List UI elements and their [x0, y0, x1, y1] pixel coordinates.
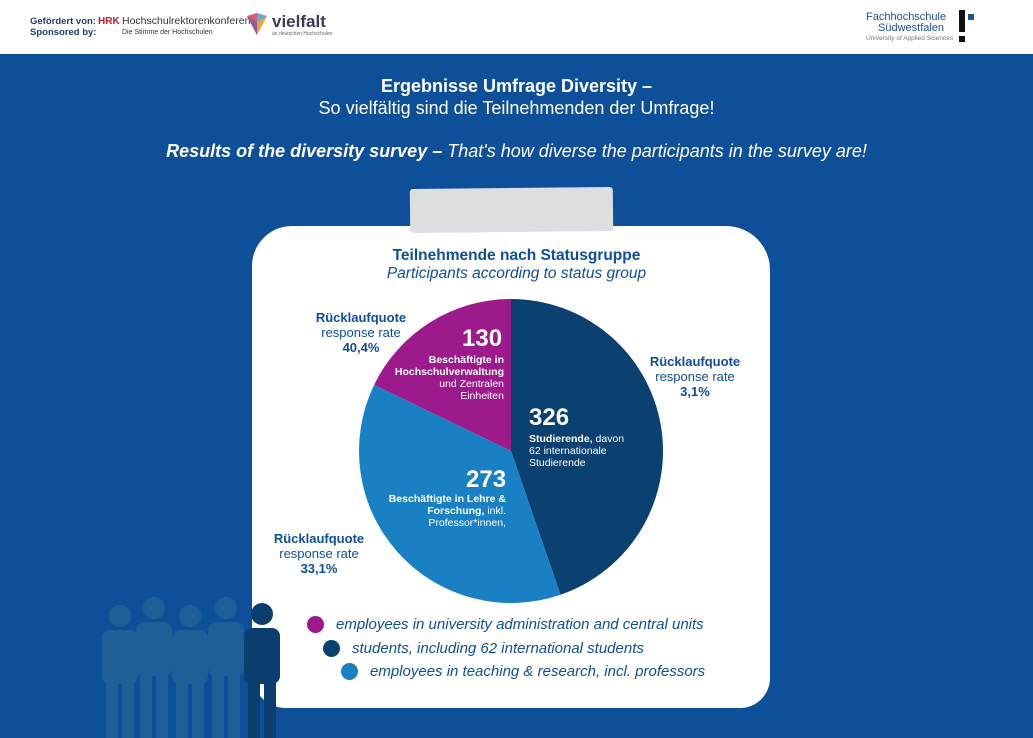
- slice-label-students-rest: davon: [595, 433, 625, 445]
- legend-item-admin: employees in university administration a…: [307, 616, 704, 633]
- fh-exclamation-icon: [959, 10, 974, 42]
- chart-title: Teilnehmende nach Statusgruppe: [392, 247, 641, 264]
- campus-line2: Dialoge: [959, 710, 1000, 722]
- slice-value-students: 326: [529, 404, 570, 431]
- legend-text-teaching: employees in teaching & research, incl. …: [370, 663, 706, 680]
- title-de-regular: So vielfältig sind die Teilnehmenden der…: [318, 98, 715, 118]
- vielfalt-logo-icon: [247, 13, 267, 35]
- slice-label-students-2: 62 internationale: [529, 445, 607, 457]
- slice-label-admin-3: und Zentralen: [439, 378, 504, 390]
- sponsor-label-en: Sponsored by:: [30, 27, 97, 38]
- legend-item-teaching: employees in teaching & research, incl. …: [341, 663, 705, 680]
- fh-line1: Fachhochschule: [866, 11, 947, 23]
- rate-students-de: Rücklaufquote: [649, 354, 741, 369]
- legend-dot-admin: [307, 616, 324, 633]
- slice-label-students-bold: Studierende,: [529, 433, 593, 445]
- rate-students-en: response rate: [655, 369, 735, 384]
- slice-label-admin-1: Beschäftigte in: [428, 354, 504, 366]
- vielfalt-name: vielfalt: [272, 12, 326, 31]
- slice-label-teaching-rest: inkl.: [487, 505, 506, 517]
- sponsor-label-de: Gefördert von:: [30, 16, 96, 27]
- sponsor-label: Gefördert von: Sponsored by:: [30, 16, 97, 38]
- title-en-italic: That's how diverse the participants in t…: [447, 141, 867, 161]
- pie-chart: [358, 299, 663, 603]
- slice-label-teaching-2: Forschung,: [427, 505, 485, 517]
- slice-label-admin-2: Hochschulverwaltung: [394, 366, 504, 378]
- title-de-bold: Ergebnisse Umfrage Diversity –: [380, 76, 653, 96]
- rate-admin-en: response rate: [321, 325, 401, 340]
- sponsor-header: Gefördert von: Sponsored by: HRK Hochsch…: [0, 0, 1033, 54]
- hrk-tagline: Die Stimme der Hochschulen: [122, 29, 213, 36]
- title-en: Results of the diversity survey – That's…: [0, 141, 1033, 162]
- rate-admin-value: 40,4%: [342, 340, 380, 355]
- legend-text-admin: employees in university administration a…: [336, 616, 704, 633]
- campus-dialoge-logo: Campus Dialoge: [956, 697, 999, 723]
- slice-label-students-3: Studierende: [529, 457, 586, 469]
- slice-label-teaching-1: Beschäftigte in Lehre &: [388, 493, 506, 505]
- rate-teaching-de: Rücklaufquote: [273, 531, 365, 546]
- fh-line2: Südwestfalen: [878, 22, 945, 34]
- rate-teaching-value: 33,1%: [300, 561, 338, 576]
- slice-label-teaching-3: Professor*innen,: [428, 517, 506, 529]
- slice-value-admin: 130: [462, 325, 503, 352]
- title-en-bold: Results of the diversity survey –: [166, 141, 443, 161]
- rate-teaching-en: response rate: [279, 546, 359, 561]
- rate-students-value: 3,1%: [680, 384, 710, 399]
- legend-dot-teaching: [341, 663, 358, 680]
- rate-admin-de: Rücklaufquote: [315, 310, 407, 325]
- vielfalt-tagline: an deutschen Hochschulen: [272, 31, 333, 37]
- rate-teaching: Rücklaufquote response rate 33,1%: [254, 531, 384, 576]
- legend-text-students: students, including 62 international stu…: [352, 640, 644, 657]
- tape-decoration: [409, 186, 614, 234]
- pie-slice-admin: [374, 299, 511, 451]
- slice-label-admin-4: Einheiten: [460, 390, 504, 402]
- rate-admin: Rücklaufquote response rate 40,4%: [296, 310, 426, 355]
- pie-slice-teaching: [358, 384, 561, 603]
- hrk-logo: HRK: [98, 16, 120, 27]
- people-group-icon: [102, 597, 280, 738]
- fh-line3: University of Applied Sciences: [866, 35, 954, 42]
- slice-value-teaching: 273: [466, 466, 507, 493]
- pie-slice-students: [511, 299, 663, 595]
- legend-dot-students: [323, 640, 340, 657]
- hrk-name: Hochschulrektorenkonferenz: [122, 15, 256, 27]
- slice-label-students: Studierende, davon 62 internationale Stu…: [529, 433, 649, 469]
- slice-label-admin: Beschäftigte in Hochschulverwaltung und …: [380, 354, 504, 402]
- rate-students: Rücklaufquote response rate 3,1%: [630, 354, 760, 399]
- campus-line1: Campus: [956, 697, 1000, 709]
- chart-subtitle: Participants according to status group: [386, 265, 647, 282]
- slice-label-teaching: Beschäftigte in Lehre & Forschung, inkl.…: [380, 493, 506, 529]
- legend-item-students: students, including 62 international stu…: [323, 640, 644, 657]
